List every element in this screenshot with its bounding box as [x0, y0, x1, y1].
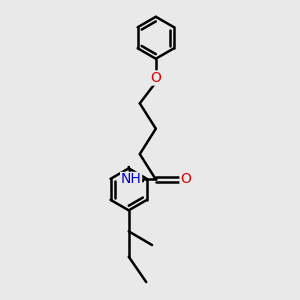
- Text: O: O: [180, 172, 191, 186]
- Text: NH: NH: [121, 172, 141, 186]
- Text: O: O: [150, 71, 161, 85]
